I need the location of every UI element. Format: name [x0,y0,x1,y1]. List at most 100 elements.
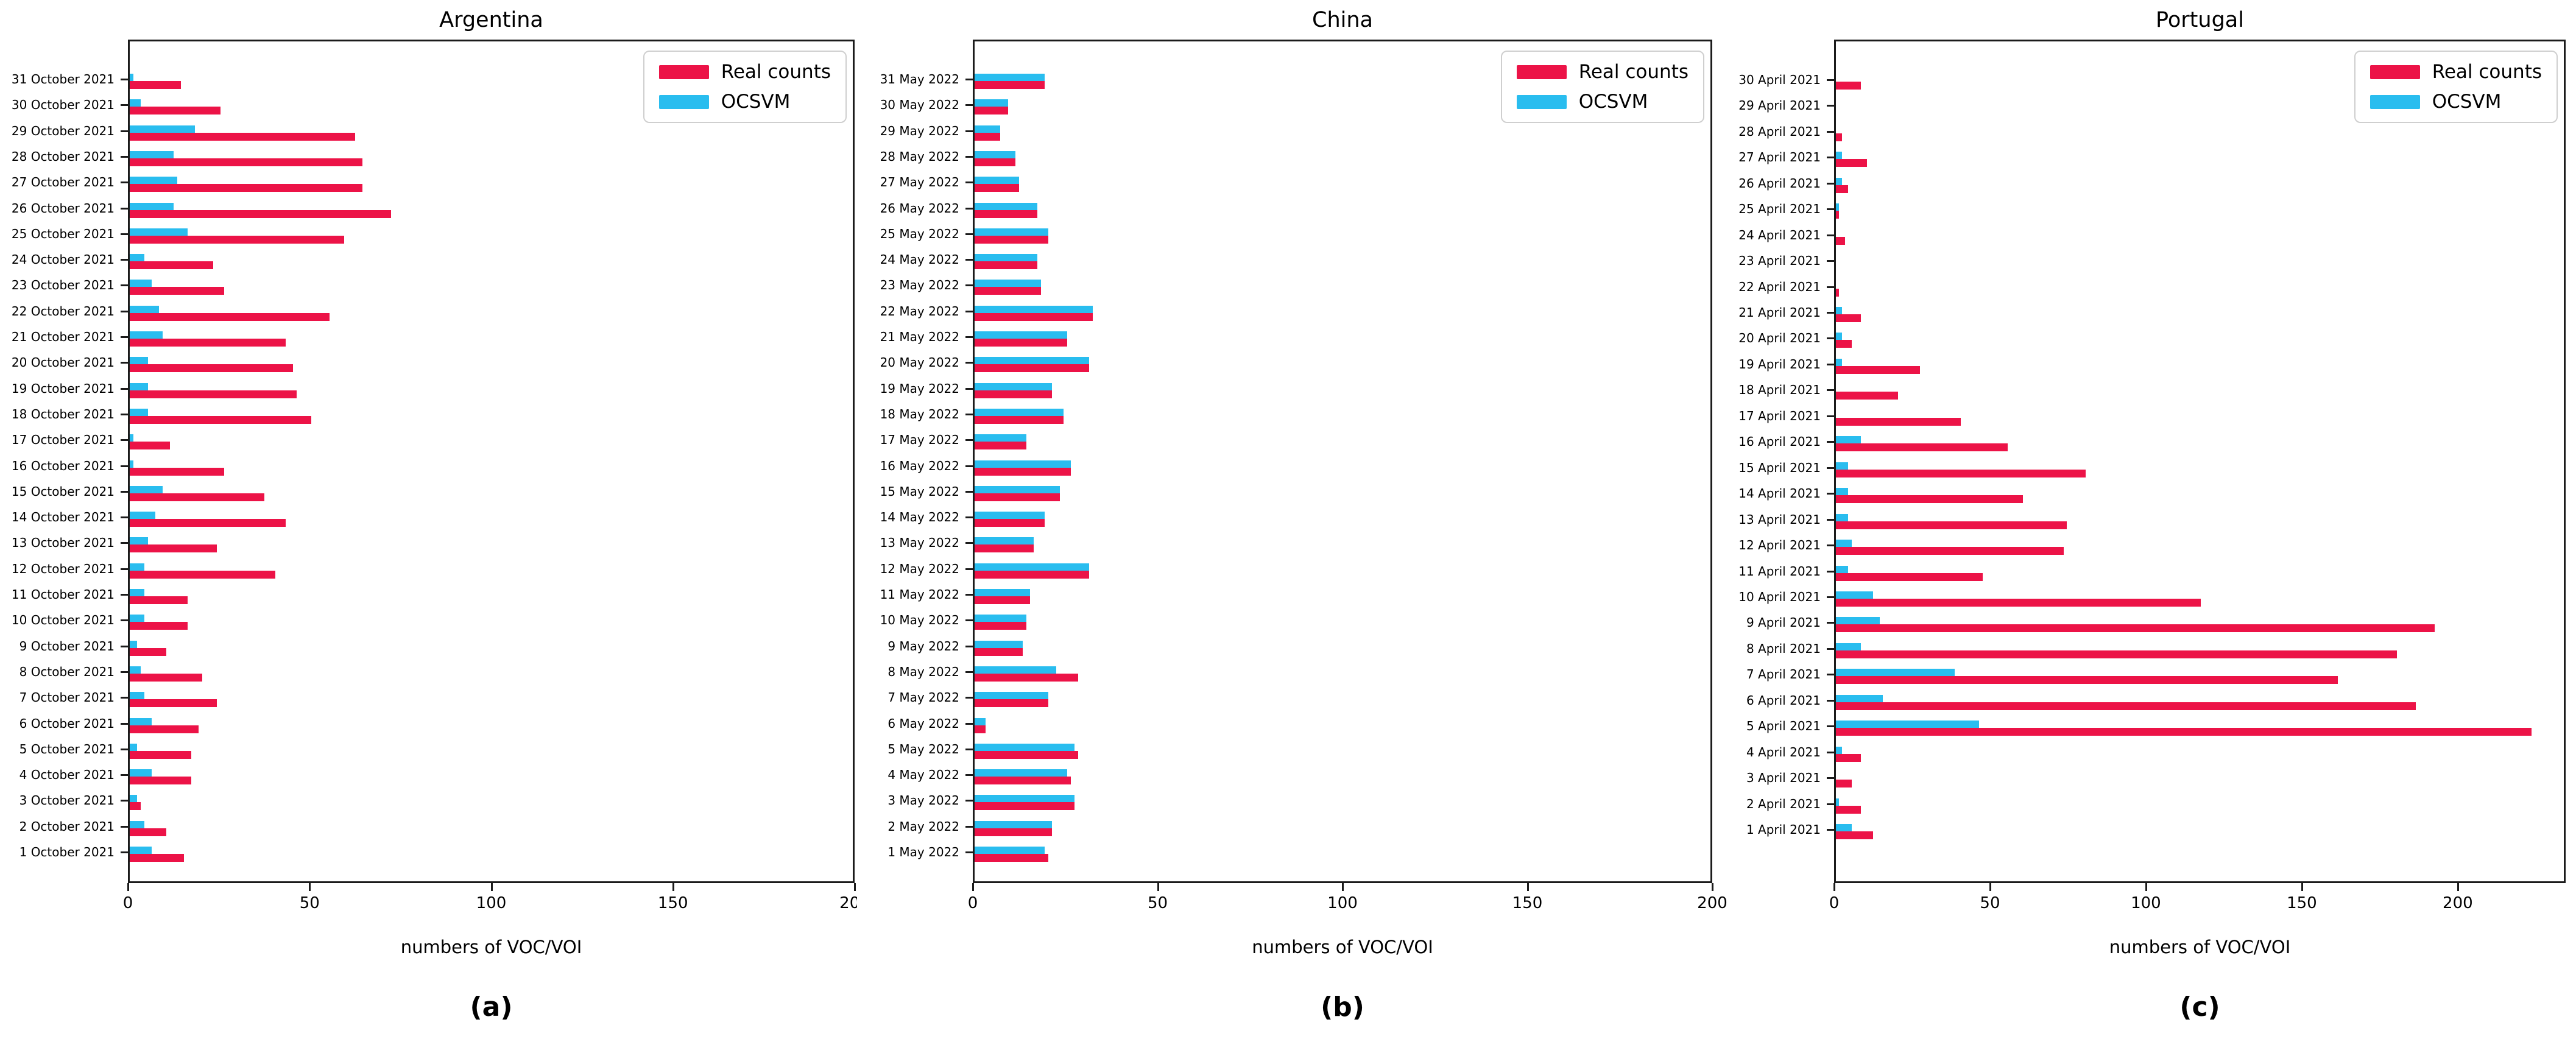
y-tick [121,645,128,647]
x-tick [490,883,493,891]
bar-ocsvm [130,408,148,416]
y-tick [965,825,973,828]
y-tick-label: 7 October 2021 [19,690,115,705]
bar-ocsvm [1836,565,1849,573]
x-tick [1157,883,1159,891]
bar-ocsvm [975,254,1038,262]
bar-real [130,570,275,579]
y-tick-label: 13 April 2021 [1738,512,1821,527]
bar-real [130,647,166,656]
legend-swatch-ocsvm [658,94,709,109]
y-tick [1827,234,1834,236]
bar-ocsvm [130,202,174,210]
bar-ocsvm [975,640,1023,648]
y-tick-label: 13 May 2022 [880,535,959,551]
x-tick-label: 150 [657,894,688,912]
y-tick-label: 20 October 2021 [11,355,115,370]
bar-real [975,442,1026,450]
x-tick-labels-china: 0 50 100 150 200 [936,894,1755,916]
y-tick-label: 26 October 2021 [11,200,115,216]
x-tick [2145,883,2147,891]
bar-ocsvm [130,434,133,442]
y-tick [121,697,128,699]
bar-real [1836,573,1983,581]
bar-real [975,854,1049,862]
y-tick-label: 23 May 2022 [880,278,959,293]
y-tick-label: 17 October 2021 [11,432,115,448]
bar-real [130,132,355,141]
y-tick-label: 24 May 2022 [880,252,959,267]
legend-label: Real counts [1578,61,1689,83]
y-tick [965,774,973,777]
bar-real [1836,185,1849,193]
bar-real [1836,676,2338,685]
bar-real [130,673,203,682]
y-tick [965,336,973,338]
bar-real [130,339,286,347]
bar-real [975,158,1015,166]
bar-real [1836,211,1840,219]
bar-ocsvm [130,150,174,158]
bar-ocsvm [130,485,163,493]
y-tick [965,310,973,312]
bar-real [975,673,1078,682]
y-tick [121,259,128,261]
y-tick-label: 16 October 2021 [11,458,115,473]
bar-real [130,467,225,476]
y-tick-label: 1 April 2021 [1746,822,1821,837]
bar-real [1836,805,1861,814]
bar-ocsvm [1836,540,1852,548]
bar-ocsvm [130,382,148,390]
legend-entry-real-counts: Real counts [658,61,831,83]
bar-ocsvm [130,305,159,313]
legend-swatch-real-counts [2370,65,2420,79]
bar-real [130,390,297,398]
bar-real [130,184,362,192]
bar-ocsvm [130,563,144,571]
y-tick [1827,441,1834,443]
x-axis-label-argentina: numbers of VOC/VOI [400,937,582,957]
bar-ocsvm [130,717,152,725]
bar-real [1836,650,2398,658]
legend-entry-ocsvm: OCSVM [2370,91,2542,113]
y-tick-label: 19 April 2021 [1738,356,1821,372]
bar-ocsvm [975,769,1067,777]
bar-ocsvm [130,820,144,828]
y-tick [965,79,973,80]
y-tick [965,490,973,493]
y-tick-label: 30 May 2022 [880,97,959,113]
y-tick-label: 18 October 2021 [11,406,115,421]
bar-real [975,415,1064,424]
y-tick [1827,182,1834,185]
bar-ocsvm [130,254,144,262]
y-tick [121,207,128,210]
y-tick [1827,389,1834,392]
x-tick-label: 50 [299,894,320,912]
y-tick-label: 3 October 2021 [19,793,115,808]
bar-ocsvm [130,331,163,339]
bar-real [975,777,1071,785]
caption-china: (b) [1321,992,1364,1023]
y-tick [1827,622,1834,624]
bar-real [130,415,312,424]
x-axis-label-china: numbers of VOC/VOI [1252,937,1433,957]
bar-real [975,544,1034,553]
y-tick-label: 30 April 2021 [1738,72,1821,87]
bar-real [1836,159,1868,167]
y-tick-label: 10 May 2022 [880,613,959,628]
x-tick-label: 150 [1512,894,1543,912]
y-tick-label: 6 April 2021 [1746,692,1821,708]
y-tick [1827,596,1834,598]
y-tick [965,362,973,364]
bar-real [975,132,1001,141]
y-tick-label: 6 May 2022 [887,716,959,731]
y-tick-label: 28 May 2022 [880,149,959,164]
y-tick [1827,157,1834,159]
y-tick-label: 26 May 2022 [880,200,959,216]
bar-ocsvm [975,357,1090,365]
bar-real [1836,831,1874,839]
bar-ocsvm [130,795,137,803]
y-tick [1827,777,1834,780]
y-tick-label: 14 October 2021 [11,510,115,525]
bar-ocsvm [975,125,1001,133]
